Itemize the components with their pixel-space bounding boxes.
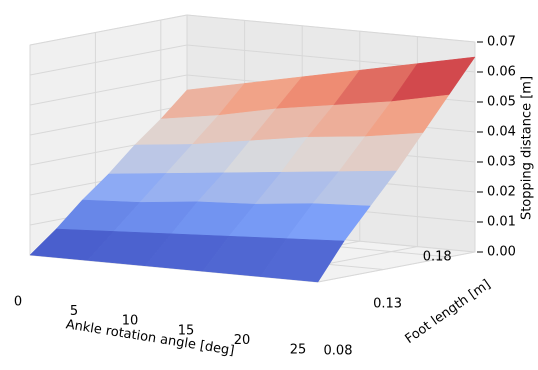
grid-line (29, 14, 476, 46)
z-tick-label: 0.07 (487, 35, 516, 50)
z-axis-label: Stopping distance [m] (520, 76, 535, 220)
x-tick-label: 10 (122, 314, 139, 329)
y-tick-label: 0.18 (423, 249, 452, 264)
x-tick-label: 20 (234, 333, 251, 348)
x-axis-label: Ankle rotation angle [deg] (65, 317, 236, 358)
z-tick-label: 0.05 (487, 95, 516, 110)
x-tick-label: 0 (14, 295, 22, 310)
surface-cell (259, 238, 345, 283)
y-tick-label: 0.08 (324, 344, 353, 359)
grid-line (29, 44, 476, 76)
z-tick-label: 0.04 (487, 125, 516, 140)
x-tick-label: 25 (290, 343, 307, 358)
labels: 0 5 10 15 20 25 0.08 0.13 0.18 0.00 0.01 0.02 0.03 0.… (14, 35, 516, 359)
z-tick-label: 0.06 (487, 65, 516, 80)
surface (29, 56, 476, 283)
y-axis-label: Foot length [m] (403, 277, 494, 347)
z-tick-label: 0.01 (487, 215, 516, 230)
y-tick-label: 0.13 (373, 296, 402, 311)
z-tick-label: 0.02 (487, 185, 516, 200)
z-tick-label: 0.03 (487, 155, 516, 170)
x-tick-label: 5 (70, 304, 78, 319)
x-tick-label: 15 (178, 323, 195, 338)
z-tick-label: 0.00 (487, 245, 516, 260)
